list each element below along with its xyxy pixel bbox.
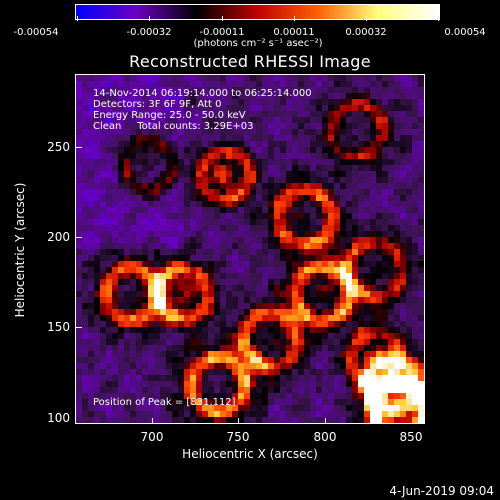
- x-tick-label: 850: [399, 430, 423, 444]
- colorbar-tick-label: 0.00032: [345, 27, 387, 38]
- y-tick-label: 200: [47, 230, 70, 244]
- detectors: Detectors: 3F 6F 9F, Att 0: [93, 99, 222, 110]
- image-title: Reconstructed RHESSI Image: [129, 52, 371, 71]
- colorbar-tickmark: [222, 16, 223, 21]
- y-tick-label: 250: [47, 140, 70, 154]
- x-tickmark: [325, 418, 326, 424]
- colorbar: [75, 4, 440, 20]
- time-range: 14-Nov-2014 06:19:14.000 to 06:25:14.000: [93, 88, 312, 99]
- y-tick-label: 150: [47, 320, 70, 334]
- x-axis-label: Heliocentric X (arcsec): [182, 447, 318, 461]
- colorbar-tick-label: 0.00011: [273, 27, 315, 38]
- colorbar-tickmark: [149, 16, 150, 21]
- colorbar-tickmark: [366, 16, 367, 21]
- clean-counts: Clean Total counts: 3.29E+03: [93, 121, 254, 132]
- y-tick-label: 100: [47, 411, 70, 425]
- colorbar-tick-label: -0.00032: [126, 27, 172, 38]
- date-stamp: 4-Jun-2019 09:04: [389, 484, 494, 498]
- rhessi-image: [75, 74, 425, 424]
- colorbar-tickmark: [77, 16, 78, 21]
- colorbar-tick-label: 0.00054: [444, 27, 486, 38]
- colorbar-unit: (photons cm⁻² s⁻¹ asec⁻²): [193, 38, 323, 49]
- x-tick-label: 700: [140, 430, 164, 444]
- x-tick-label: 800: [313, 430, 337, 444]
- colorbar-tick-label: -0.00011: [199, 27, 245, 38]
- y-tickmark: [76, 237, 82, 238]
- image-canvas: [76, 75, 424, 423]
- x-tick-label: 750: [226, 430, 250, 444]
- x-tickmark: [152, 418, 153, 424]
- energy-range: Energy Range: 25.0 - 50.0 keV: [93, 110, 246, 121]
- colorbar-tickmark: [294, 16, 295, 21]
- peak-position: Position of Peak = [831,112]: [93, 397, 236, 408]
- y-tickmark: [76, 147, 82, 148]
- info-block: 14-Nov-2014 06:19:14.000 to 06:25:14.000…: [93, 88, 312, 132]
- y-axis-label: Heliocentric Y (arcsec): [13, 182, 27, 318]
- colorbar-tickmark: [438, 16, 439, 21]
- colorbar-tick-label: -0.00054: [13, 27, 59, 38]
- y-tickmark: [76, 327, 82, 328]
- x-tickmark: [238, 418, 239, 424]
